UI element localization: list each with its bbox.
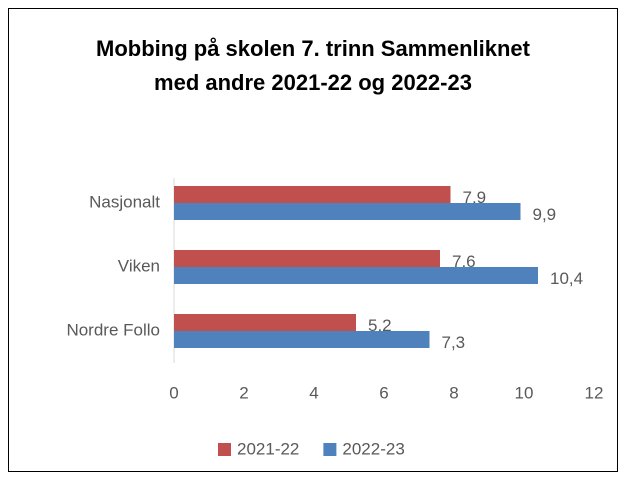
y-tick-label: Viken xyxy=(118,256,160,275)
chart-border xyxy=(8,8,618,472)
bar xyxy=(174,267,538,284)
data-label: 7,3 xyxy=(442,333,466,352)
bar xyxy=(174,250,440,267)
bar xyxy=(174,203,521,220)
y-tick-label: Nordre Follo xyxy=(66,320,160,339)
chart-title: Mobbing på skolen 7. trinn Sammenliknet … xyxy=(96,36,530,95)
y-tick-label: Nasjonalt xyxy=(89,192,160,211)
x-tick-label: 10 xyxy=(515,383,534,402)
bar xyxy=(174,186,451,203)
data-label: 5,2 xyxy=(368,316,392,335)
bar xyxy=(174,331,430,348)
legend-swatch xyxy=(218,443,231,456)
legend-label: 2021-22 xyxy=(237,439,299,458)
data-label: 7,6 xyxy=(452,252,476,271)
x-tick-label: 6 xyxy=(379,383,388,402)
bar xyxy=(174,314,356,331)
legend-label: 2022-23 xyxy=(342,439,404,458)
x-tick-label: 2 xyxy=(239,383,248,402)
data-label: 10,4 xyxy=(550,269,583,288)
x-tick-label: 0 xyxy=(169,383,178,402)
x-tick-label: 12 xyxy=(585,383,604,402)
x-tick-label: 8 xyxy=(449,383,458,402)
x-tick-label: 4 xyxy=(309,383,318,402)
data-label: 7,9 xyxy=(463,188,487,207)
legend-swatch xyxy=(323,443,337,456)
data-label: 9,9 xyxy=(533,205,557,224)
